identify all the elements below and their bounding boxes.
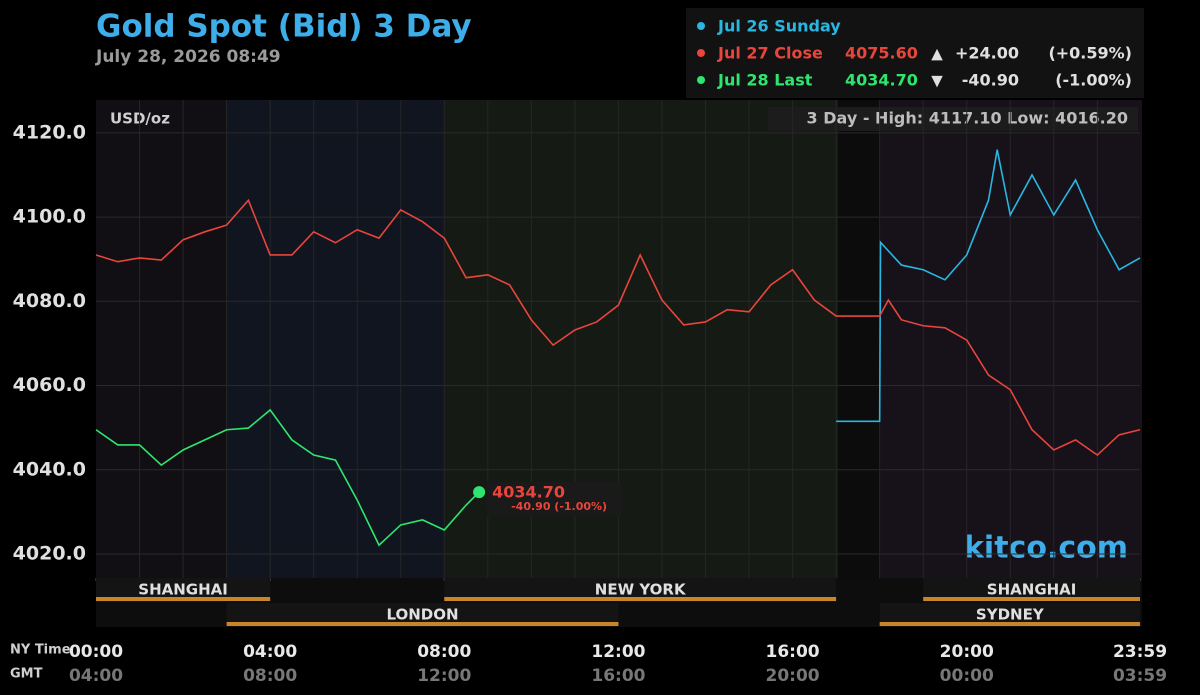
series-line	[836, 149, 1141, 423]
gmt-tick-label: 03:59	[1113, 666, 1167, 686]
session-bar	[923, 597, 1140, 601]
session-label: LONDON	[386, 606, 458, 624]
gmt-tick-label: 12:00	[417, 666, 471, 686]
x-axis-label: NY Time	[10, 643, 71, 658]
brand: kitco.com	[964, 531, 1128, 566]
x-tick-label: 20:00	[940, 642, 994, 662]
x-tick-label: 16:00	[766, 642, 820, 662]
y-tick-label: 4040.0	[13, 458, 86, 480]
session-bar	[444, 597, 837, 601]
session-label: SHANGHAI	[138, 581, 228, 599]
closed-shade	[838, 100, 880, 627]
unit-label: USD/oz	[110, 110, 170, 128]
legend-price: 4075.60	[845, 44, 918, 63]
london-shade	[226, 100, 444, 578]
x-tick-label: 12:00	[591, 642, 645, 662]
last-label-box	[487, 482, 622, 517]
session-bar	[226, 622, 619, 626]
session-label: SHANGHAI	[987, 581, 1077, 599]
legend-price: 4034.70	[845, 71, 918, 90]
asia-shade	[880, 100, 1142, 578]
legend-dot	[697, 49, 705, 57]
x-tick-label: 23:59	[1113, 642, 1167, 662]
y-tick-label: 4060.0	[13, 374, 86, 396]
x2-axis-label: GMT	[10, 667, 43, 682]
x-tick-label: 08:00	[417, 642, 471, 662]
y-tick-label: 4080.0	[13, 290, 86, 312]
chart-title: Gold Spot (Bid) 3 Day	[96, 9, 472, 45]
range-info: 3 Day - High: 4117.10 Low: 4016.20	[807, 109, 1128, 128]
x-tick-label: 00:00	[69, 642, 123, 662]
range-box	[768, 107, 1138, 131]
session-label: NEW YORK	[595, 581, 687, 599]
legend-name: Jul 27 Close	[717, 44, 823, 63]
legend-change: -40.90	[962, 71, 1019, 90]
series-line	[95, 408, 480, 547]
y-tick-label: 4020.0	[13, 542, 86, 564]
subtitle: July 28, 2026 08:49	[95, 47, 281, 67]
x-tick-label: 04:00	[243, 642, 297, 662]
gmt-tick-label: 08:00	[243, 666, 297, 686]
legend-arrow: ▼	[931, 72, 943, 90]
legend-percent: (-1.00%)	[1055, 71, 1132, 90]
last-change: -40.90 (-1.00%)	[511, 500, 607, 513]
legend-arrow: ▲	[931, 45, 943, 63]
legend-dot	[697, 76, 705, 84]
legend-dot	[697, 22, 705, 30]
y-tick-label: 4100.0	[13, 206, 86, 228]
gmt-tick-label: 00:00	[940, 666, 994, 686]
session-bar	[879, 622, 1140, 626]
legend-name: Jul 26 Sunday	[717, 17, 841, 36]
last-point	[473, 486, 486, 499]
session-label: SYDNEY	[976, 606, 1045, 624]
y-tick-label: 4120.0	[13, 121, 86, 143]
legend-name: Jul 28 Last	[717, 71, 813, 90]
legend-change: +24.00	[955, 44, 1019, 63]
session-bar	[96, 597, 271, 601]
last-price: 4034.70	[492, 483, 565, 502]
gmt-tick-label: 20:00	[766, 666, 820, 686]
series-line	[95, 198, 1141, 457]
legend-box	[686, 8, 1144, 98]
legend-percent: (+0.59%)	[1048, 44, 1132, 63]
gmt-tick-label: 16:00	[591, 666, 645, 686]
gmt-tick-label: 04:00	[69, 666, 123, 686]
